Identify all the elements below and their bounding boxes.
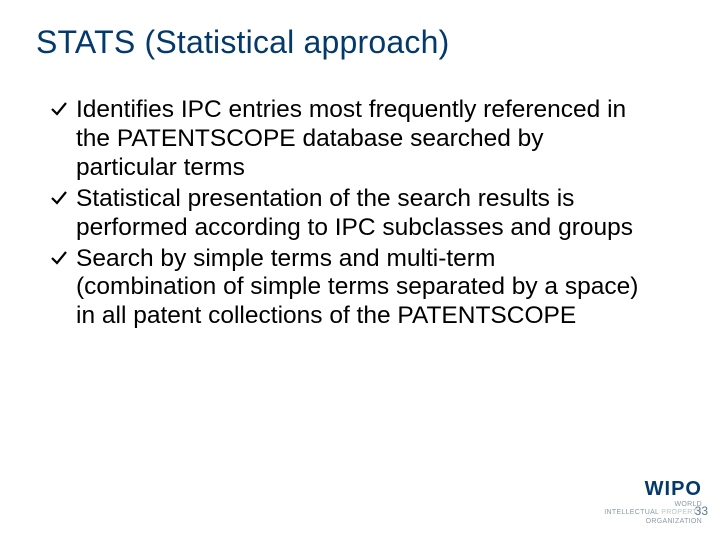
wipo-logo-text: WIPO: [604, 479, 702, 499]
slide-title: STATS (Statistical approach): [36, 24, 449, 61]
slide: STATS (Statistical approach) Identifies …: [0, 0, 720, 540]
check-icon: [50, 100, 70, 120]
slide-body: Identifies IPC entries most frequently r…: [50, 96, 640, 333]
bullet-text: Statistical presentation of the search r…: [76, 185, 633, 241]
footer-logo-block: WIPO WORLD INTELLECTUAL PROPERTY ORGANIZ…: [604, 479, 702, 526]
bullet-text: Identifies IPC entries most frequently r…: [76, 96, 626, 181]
check-icon: [50, 189, 70, 209]
wipo-subtext: WORLD INTELLECTUAL PROPERTY ORGANIZATION: [604, 501, 702, 526]
bullet-item: Search by simple terms and multi-term (c…: [50, 245, 640, 332]
wipo-sub-line2a: INTELLECTUAL: [604, 509, 661, 516]
check-icon: [50, 249, 70, 269]
page-number: 33: [695, 504, 708, 518]
bullet-item: Identifies IPC entries most frequently r…: [50, 96, 640, 183]
bullet-item: Statistical presentation of the search r…: [50, 185, 640, 243]
wipo-sub-line3: ORGANIZATION: [646, 518, 702, 525]
bullet-text: Search by simple terms and multi-term (c…: [76, 245, 638, 330]
